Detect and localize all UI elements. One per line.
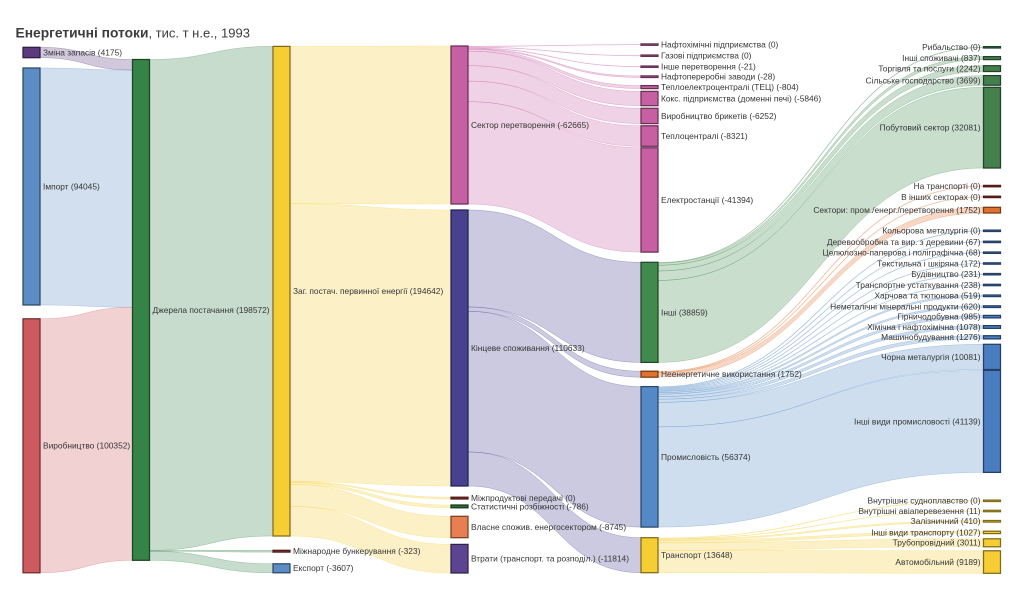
- svg-text:Автомобільний (9189): Автомобільний (9189): [895, 557, 980, 567]
- svg-text:Інше перетворення (-21): Інше перетворення (-21): [661, 62, 756, 72]
- svg-text:Енергетичні потоки, тис. т н.е: Енергетичні потоки, тис. т н.е., 1993: [16, 26, 250, 41]
- svg-text:Нафтохімічні підприємства (0): Нафтохімічні підприємства (0): [661, 40, 779, 50]
- svg-text:Джерела постачання (198572): Джерела постачання (198572): [153, 305, 270, 315]
- svg-text:Хімічна і нафтохімічна (1078): Хімічна і нафтохімічна (1078): [867, 322, 981, 332]
- svg-text:Кінцеве споживання (110633): Кінцеве споживання (110633): [471, 343, 585, 353]
- svg-text:Власне спожив. енергосектором: Власне спожив. енергосектором (-8745): [471, 522, 626, 532]
- svg-text:Міжпродуктові передачі (0): Міжпродуктові передачі (0): [471, 493, 576, 503]
- svg-text:Машинобудування (1276): Машинобудування (1276): [881, 332, 981, 342]
- svg-text:Інші види промисловості (41139: Інші види промисловості (41139): [854, 416, 981, 426]
- svg-text:Неенергетичне використання (17: Неенергетичне використання (1752): [661, 369, 802, 379]
- svg-text:Залізничний (410): Залізничний (410): [911, 516, 981, 526]
- svg-text:Промисловість (56374): Промисловість (56374): [661, 452, 751, 462]
- svg-text:Трубопровідний (3011): Трубопровідний (3011): [893, 538, 981, 548]
- svg-text:Теплоцентралі (-8321): Теплоцентралі (-8321): [661, 131, 748, 141]
- svg-text:Побутовий сектор (32081): Побутовий сектор (32081): [880, 123, 981, 133]
- svg-text:Внутрішнє судноплавство (0): Внутрішнє судноплавство (0): [868, 496, 981, 506]
- svg-text:Сільське господарство (3699): Сільське господарство (3699): [866, 75, 981, 85]
- svg-text:Імпорт (94045): Імпорт (94045): [43, 181, 100, 191]
- svg-text:Заг. постач. первинної енергії: Заг. постач. первинної енергії (194642): [293, 286, 443, 296]
- svg-text:Кольорова металургія (0): Кольорова металургія (0): [882, 226, 980, 236]
- svg-text:Транспортне устаткування (238): Транспортне устаткування (238): [856, 280, 981, 290]
- svg-text:Інші (38859): Інші (38859): [661, 307, 708, 317]
- svg-text:В інших секторах (0): В інших секторах (0): [901, 192, 981, 202]
- svg-text:Нафтопереробні заводи (-28): Нафтопереробні заводи (-28): [661, 72, 775, 82]
- svg-text:Деревообробна та вир. з дереви: Деревообробна та вир. з деревини (67): [827, 237, 981, 247]
- svg-text:Інші споживачі (837): Інші споживачі (837): [902, 53, 981, 63]
- svg-text:Транспорт (13648): Транспорт (13648): [661, 550, 733, 560]
- svg-text:Сектори: пром./енерг./перетвор: Сектори: пром./енерг./перетворення (1752…: [813, 205, 980, 215]
- svg-text:Зміна запасів (4175): Зміна запасів (4175): [43, 47, 122, 57]
- svg-text:Целюлозно-паперова і поліграфі: Целюлозно-паперова і поліграфічна (68): [823, 248, 981, 258]
- svg-text:Чорна металургія (10081): Чорна металургія (10081): [881, 352, 981, 362]
- svg-text:Рибальство (0): Рибальство (0): [922, 42, 981, 52]
- svg-text:Сектор перетворення (-62665): Сектор перетворення (-62665): [471, 120, 589, 130]
- svg-text:Інші види транспорту (1027): Інші види транспорту (1027): [871, 527, 980, 537]
- svg-text:Газові підприємства (0): Газові підприємства (0): [661, 51, 752, 61]
- svg-text:Торгівля та послуги (2242): Торгівля та послуги (2242): [878, 64, 980, 74]
- svg-text:Гірничодобувна (985): Гірничодобувна (985): [897, 312, 980, 322]
- svg-text:Неметалічні мінеральні продукт: Неметалічні мінеральні продукти (620): [830, 302, 981, 312]
- svg-text:На транспорті (0): На транспорті (0): [914, 181, 981, 191]
- svg-text:Статистичні розбіжності (-786): Статистичні розбіжності (-786): [471, 501, 589, 511]
- svg-text:Теплоелектроцентралі (ТЕЦ) (-8: Теплоелектроцентралі (ТЕЦ) (-804): [661, 82, 799, 92]
- svg-text:Міжнародне бункерування (-323): Міжнародне бункерування (-323): [293, 546, 421, 556]
- svg-text:Будівництво (231): Будівництво (231): [911, 269, 980, 279]
- svg-text:Внутрішні авіаперевезення (11): Внутрішні авіаперевезення (11): [858, 506, 980, 516]
- svg-text:Кокс. підприємства (доменні пе: Кокс. підприємства (доменні печі) (-5846…: [661, 93, 821, 103]
- svg-text:Харчова та тютюнова (519): Харчова та тютюнова (519): [874, 291, 980, 301]
- svg-text:Текстильна і шкіряна (172): Текстильна і шкіряна (172): [877, 258, 981, 268]
- svg-text:Електростанції (-41394): Електростанції (-41394): [661, 195, 753, 205]
- svg-text:Виробництво (100352): Виробництво (100352): [43, 441, 130, 451]
- svg-text:Виробництво брикетів (-6252): Виробництво брикетів (-6252): [661, 111, 777, 121]
- svg-text:Втрати (транспорт. та розподіл: Втрати (транспорт. та розподіл.) (-11814…: [471, 554, 629, 564]
- svg-text:Експорт (-3607): Експорт (-3607): [293, 563, 354, 573]
